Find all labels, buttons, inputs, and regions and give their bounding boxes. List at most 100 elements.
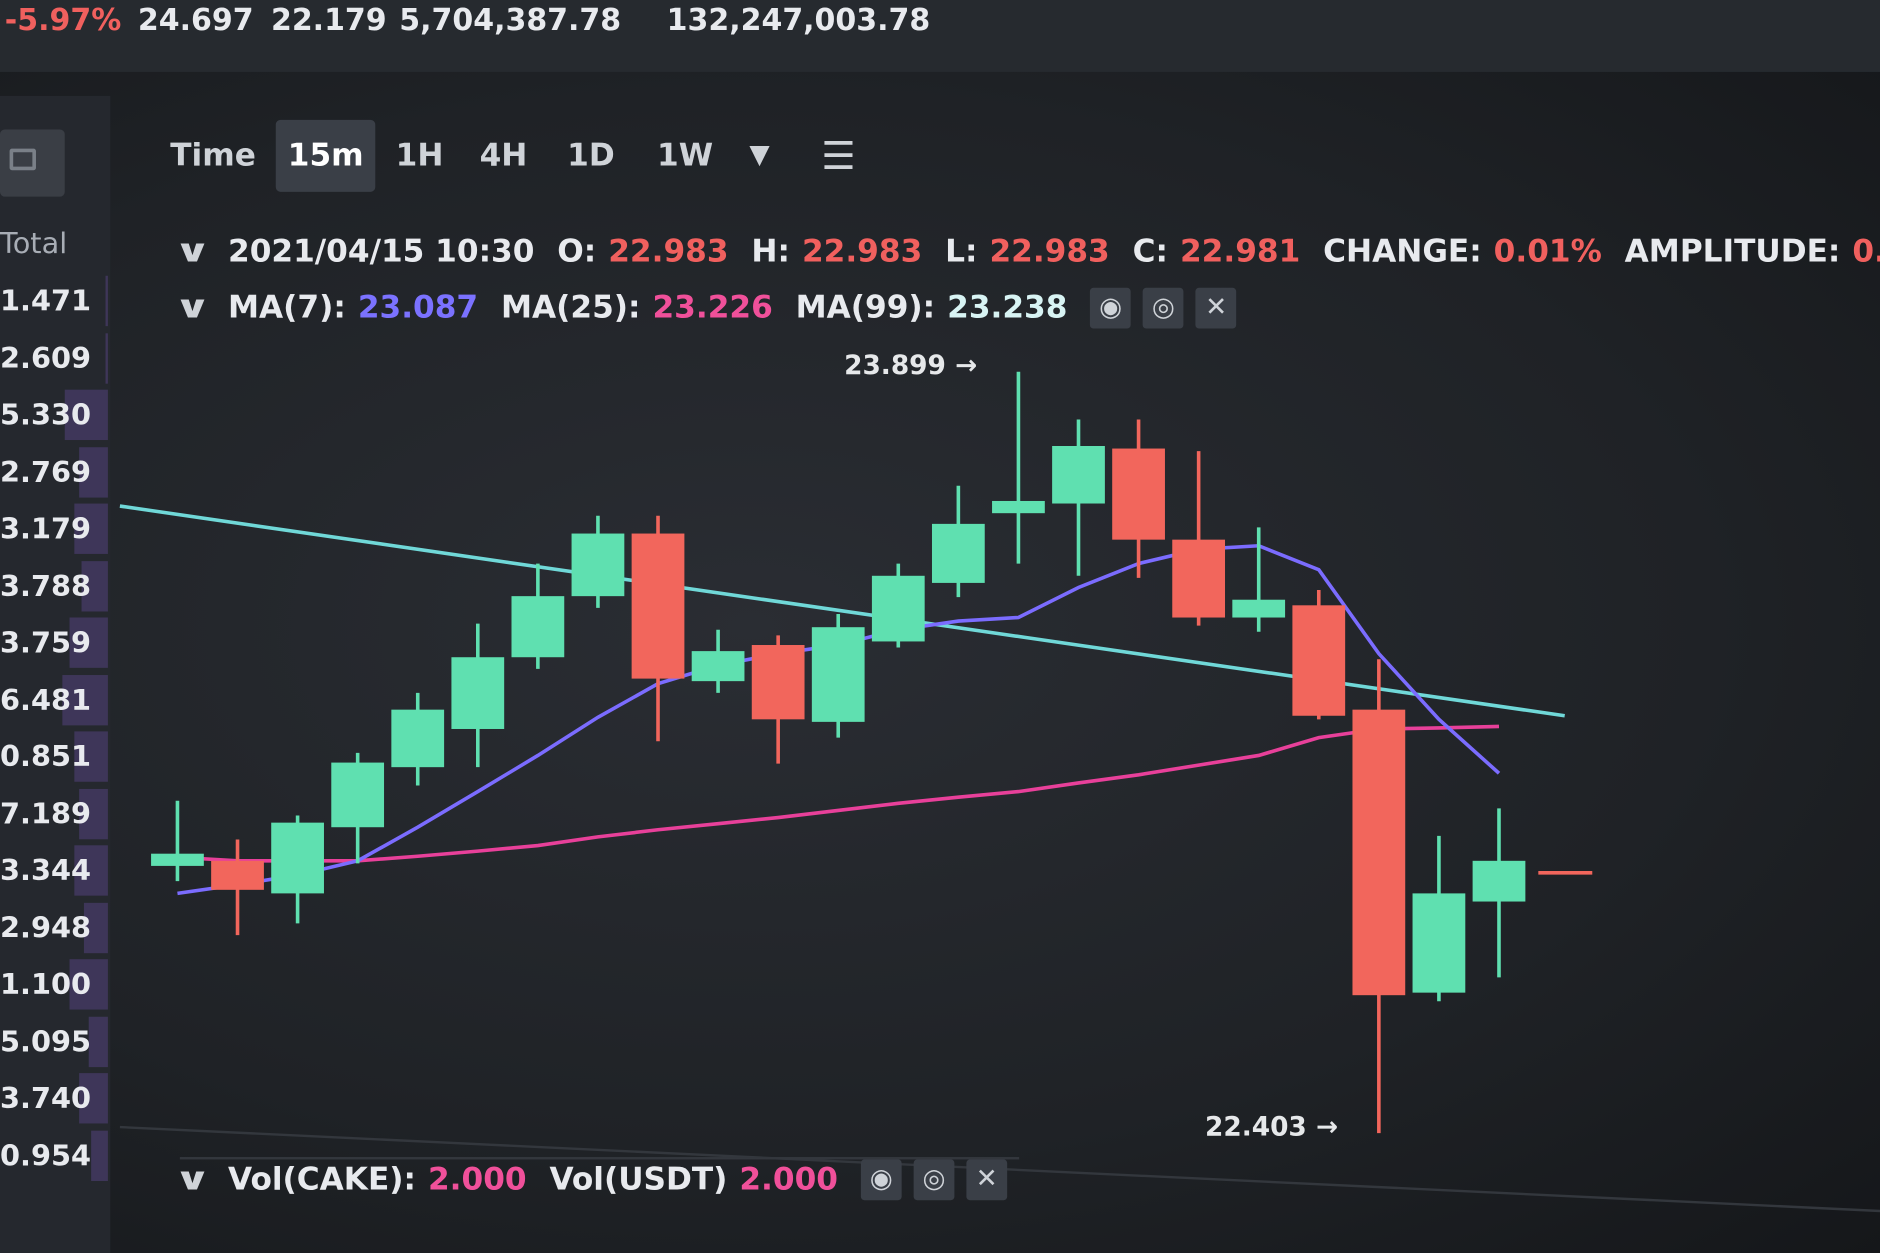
- orderbook-total: 5.330: [0, 398, 92, 432]
- orderbook-row[interactable]: 7.189: [0, 786, 108, 841]
- amplitude-value: 0.00%: [1852, 233, 1880, 270]
- change-value: 0.01%: [1493, 233, 1602, 270]
- tab-4h[interactable]: 4H: [479, 137, 528, 174]
- orderbook-total: 3.344: [0, 853, 92, 888]
- candle-up: [1232, 599, 1286, 618]
- close-icon[interactable]: ✕: [966, 1159, 1008, 1201]
- candle-up: [871, 575, 925, 642]
- orderbook-total: 3.788: [0, 568, 92, 603]
- orderbook-row[interactable]: 6.481: [0, 672, 108, 727]
- orderbook-row[interactable]: 3.179: [0, 501, 108, 556]
- candle-up: [511, 596, 565, 658]
- caret-down-icon: ▼: [749, 140, 770, 171]
- layout-icon: [9, 148, 36, 171]
- ma7-label: MA(7):: [228, 289, 346, 326]
- tab-time[interactable]: Time: [170, 137, 256, 174]
- more-intervals-button[interactable]: ▼: [737, 120, 781, 192]
- ohlc-datetime: 2021/04/15 10:30: [228, 233, 535, 270]
- depth-bar: [74, 503, 108, 554]
- candle-up: [1412, 893, 1466, 993]
- candle-down: [631, 533, 685, 679]
- high-value: 22.983: [801, 233, 923, 270]
- tab-1d[interactable]: 1D: [567, 137, 615, 174]
- depth-bar: [81, 560, 108, 611]
- orderbook-row[interactable]: 2.948: [0, 900, 108, 955]
- layout-button[interactable]: [0, 129, 65, 197]
- tab-15m[interactable]: 15m: [275, 119, 376, 192]
- open-value: 22.983: [608, 233, 729, 270]
- depth-bar: [69, 617, 108, 668]
- orderbook-row[interactable]: 0.954: [0, 1128, 108, 1183]
- open-label: O:: [557, 233, 597, 270]
- depth-bar: [105, 332, 108, 384]
- ticker-change: -5.97%: [4, 2, 122, 38]
- orderbook-row[interactable]: 3.759: [0, 615, 108, 670]
- eye-icon[interactable]: ◉: [1090, 287, 1132, 329]
- tab-1w[interactable]: 1W: [657, 137, 714, 174]
- ticker-bar: -5.97% 24.697 22.179 5,704,387.78 132,24…: [0, 0, 1880, 72]
- depth-bar: [64, 389, 108, 441]
- orderbook-total: 2.769: [0, 455, 92, 489]
- orderbook-total: 2.609: [0, 341, 92, 375]
- depth-bar: [105, 275, 108, 327]
- orderbook-row[interactable]: 2.609: [0, 330, 108, 385]
- orderbook-row[interactable]: 2.769: [0, 444, 108, 499]
- candle-down: [751, 645, 805, 720]
- close-value: 22.981: [1179, 233, 1301, 270]
- chevron-down-icon[interactable]: ∨: [173, 233, 212, 270]
- chart-settings-button[interactable]: ☰: [809, 120, 867, 192]
- tab-1h[interactable]: 1H: [395, 137, 444, 174]
- candle-down: [1352, 709, 1406, 996]
- chevron-down-icon[interactable]: ∨: [173, 1161, 212, 1198]
- eye-icon[interactable]: ◉: [860, 1159, 902, 1201]
- orderbook-row[interactable]: 5.330: [0, 387, 108, 442]
- candle-up: [331, 762, 385, 828]
- close-label: C:: [1132, 233, 1168, 270]
- orderbook-row[interactable]: 1.100: [0, 957, 108, 1012]
- orderbook-row[interactable]: 3.788: [0, 558, 108, 613]
- orderbook-row[interactable]: 5.095: [0, 1014, 108, 1069]
- depth-bar: [74, 845, 108, 896]
- depth-bar: [88, 1016, 108, 1067]
- chevron-down-icon[interactable]: ∨: [173, 289, 212, 326]
- vol-usdt-value: 2.000: [739, 1161, 838, 1198]
- candle-up: [1052, 446, 1105, 504]
- orderbook-total: 3.179: [0, 511, 92, 546]
- low-annotation: 22.403 →: [1204, 1112, 1339, 1143]
- depth-bar: [69, 959, 108, 1010]
- gear-icon[interactable]: ◎: [1143, 287, 1184, 329]
- close-icon[interactable]: ✕: [1195, 287, 1237, 329]
- depth-bar: [83, 902, 108, 953]
- candle-up: [151, 853, 204, 866]
- ma99-value: 23.238: [947, 289, 1068, 326]
- ticker-volume-base: 5,704,387.78: [399, 2, 622, 38]
- candle-up: [931, 523, 985, 583]
- gear-icon[interactable]: ◎: [913, 1159, 955, 1201]
- orderbook-row[interactable]: 3.344: [0, 843, 108, 898]
- orderbook-row[interactable]: 0.851: [0, 729, 108, 784]
- orderbook-total-header: Total: [0, 226, 68, 261]
- candle-up: [271, 822, 324, 894]
- ma7-value: 23.087: [357, 289, 479, 326]
- orderbook-total: 7.189: [0, 796, 92, 831]
- depth-bar: [79, 1073, 108, 1124]
- orderbook-total: 1.100: [0, 967, 92, 1002]
- orderbook-total: 6.481: [0, 682, 92, 717]
- candle-down: [1112, 448, 1165, 540]
- orderbook-row[interactable]: 3.740: [0, 1071, 108, 1126]
- orderbook-total: 1.471: [0, 284, 92, 318]
- orderbook-row[interactable]: 1.471: [0, 273, 108, 328]
- ticker-high: 24.697: [137, 2, 254, 38]
- ma25-value: 23.226: [652, 289, 773, 326]
- candle-up: [451, 657, 505, 729]
- candle-up: [811, 627, 865, 722]
- candle-up: [571, 533, 625, 597]
- high-label: H:: [751, 233, 790, 270]
- candle-up: [1472, 860, 1526, 902]
- orderbook-total: 3.759: [0, 625, 92, 660]
- change-label: CHANGE:: [1323, 233, 1482, 270]
- orderbook-total: 0.954: [0, 1138, 92, 1173]
- ma-row: ∨ MA(7): 23.087 MA(25): 23.226 MA(99): 23.2…: [174, 287, 1249, 329]
